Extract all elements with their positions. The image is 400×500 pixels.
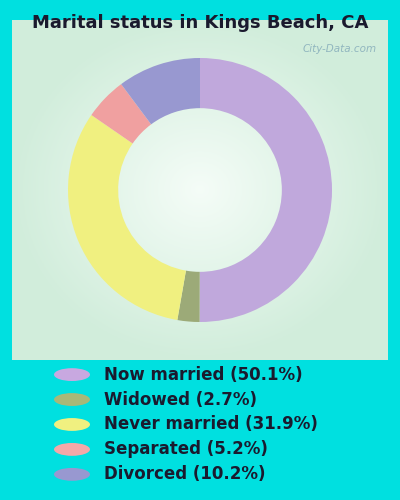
Circle shape bbox=[54, 393, 90, 406]
Circle shape bbox=[54, 368, 90, 381]
Text: Marital status in Kings Beach, CA: Marital status in Kings Beach, CA bbox=[32, 14, 368, 32]
Circle shape bbox=[54, 468, 90, 481]
Wedge shape bbox=[91, 84, 151, 144]
Text: Never married (31.9%): Never married (31.9%) bbox=[104, 416, 318, 434]
Text: City-Data.com: City-Data.com bbox=[302, 44, 377, 54]
Wedge shape bbox=[177, 270, 200, 322]
Wedge shape bbox=[68, 115, 186, 320]
Wedge shape bbox=[121, 58, 200, 124]
Circle shape bbox=[54, 443, 90, 456]
Text: Widowed (2.7%): Widowed (2.7%) bbox=[104, 390, 257, 408]
Text: Divorced (10.2%): Divorced (10.2%) bbox=[104, 466, 266, 483]
Circle shape bbox=[54, 418, 90, 431]
Text: Separated (5.2%): Separated (5.2%) bbox=[104, 440, 268, 458]
Text: Now married (50.1%): Now married (50.1%) bbox=[104, 366, 303, 384]
Wedge shape bbox=[200, 58, 332, 322]
